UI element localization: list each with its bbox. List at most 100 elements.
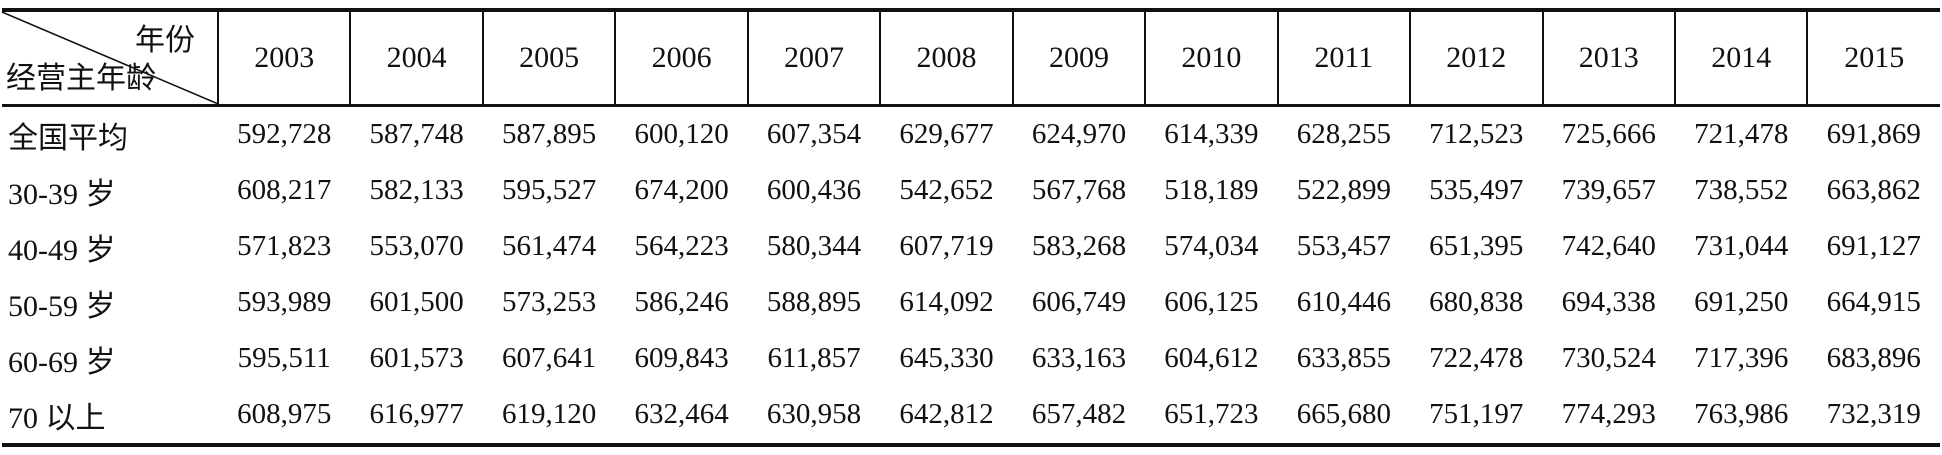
value-cell: 608,975 [237, 398, 332, 431]
value-cell: 691,250 [1694, 286, 1789, 319]
value-cell: 694,338 [1561, 286, 1656, 319]
value-cell: 645,330 [899, 342, 994, 375]
value-cell: 657,482 [1031, 398, 1127, 431]
value-cell: 610,446 [1296, 286, 1391, 319]
value-cell: 595,527 [502, 174, 597, 207]
value-cell: 628,255 [1296, 118, 1391, 151]
row-label: 30-39 岁 [8, 177, 116, 211]
row-label: 全国平均 [8, 121, 128, 155]
year-header: 2014 [1673, 10, 1808, 107]
value-cell: 601,573 [369, 342, 464, 375]
value-cell: 624,970 [1031, 118, 1127, 151]
value-cell: 601,500 [369, 286, 464, 319]
value-cell: 722,478 [1429, 342, 1524, 375]
year-header: 2003 [216, 10, 351, 107]
value-cell: 663,862 [1826, 174, 1921, 207]
row-label: 70 以上 [8, 401, 106, 435]
value-cell: 730,524 [1561, 342, 1656, 375]
diagonal-divider-line [2, 12, 217, 104]
year-header: 2009 [1011, 10, 1146, 107]
year-header: 2012 [1409, 10, 1543, 107]
value-cell: 574,034 [1164, 230, 1259, 263]
year-header: 2004 [349, 10, 483, 107]
year-header: 2006 [614, 10, 748, 107]
value-cell: 665,680 [1296, 398, 1391, 431]
year-header: 2008 [879, 10, 1013, 107]
value-cell: 608,217 [237, 174, 332, 207]
value-cell: 742,640 [1561, 230, 1656, 263]
value-cell: 582,133 [369, 174, 464, 207]
table-row: 50-59 岁 593,989 601,500 573,253 586,246 588,8… [2, 275, 1940, 331]
value-cell: 680,838 [1429, 286, 1524, 319]
year-header: 2010 [1144, 10, 1278, 107]
value-cell: 691,869 [1826, 118, 1921, 151]
table-row: 60-69 岁 595,511 601,573 607,641 609,843 611,8… [2, 331, 1940, 387]
value-cell: 580,344 [766, 230, 862, 263]
value-cell: 725,666 [1561, 118, 1656, 151]
value-cell: 611,857 [767, 342, 861, 375]
value-cell: 751,197 [1429, 398, 1524, 431]
value-cell: 691,127 [1826, 230, 1921, 263]
value-cell: 633,163 [1031, 342, 1127, 375]
value-cell: 604,612 [1164, 342, 1259, 375]
value-cell: 522,899 [1296, 174, 1391, 207]
value-cell: 588,895 [766, 286, 862, 319]
year-header: 2015 [1806, 10, 1940, 107]
value-cell: 616,977 [369, 398, 464, 431]
value-cell: 587,748 [369, 118, 464, 151]
table-row: 30-39 岁 608,217 582,133 595,527 674,200 600,4… [2, 163, 1940, 219]
value-cell: 595,511 [237, 342, 331, 375]
row-label: 60-69 岁 [8, 345, 116, 379]
value-cell: 606,749 [1031, 286, 1127, 319]
value-cell: 619,120 [502, 398, 597, 431]
value-cell: 593,989 [237, 286, 332, 319]
value-cell: 738,552 [1694, 174, 1789, 207]
year-header: 2005 [481, 10, 616, 107]
value-cell: 586,246 [634, 286, 729, 319]
value-cell: 632,464 [634, 398, 729, 431]
value-cell: 561,474 [502, 230, 597, 263]
value-cell: 721,478 [1694, 118, 1789, 151]
table-row: 70 以上 608,975 616,977 619,120 632,464 630,958… [2, 387, 1940, 445]
row-label: 40-49 岁 [8, 233, 116, 267]
table-row: 40-49 岁 571,823 553,070 561,474 564,223 580,3… [2, 219, 1940, 275]
table-header: 年份 经营主年龄 2003 2004 2005 2006 2007 2008 2009 201… [2, 10, 1940, 107]
value-cell: 553,070 [369, 230, 464, 263]
table-body: 全国平均 592,728 587,748 587,895 600,120 607,354 6… [2, 105, 1940, 445]
value-cell: 567,768 [1031, 174, 1127, 207]
value-cell: 614,339 [1164, 118, 1259, 151]
value-cell: 651,723 [1164, 398, 1259, 431]
value-cell: 600,436 [766, 174, 862, 207]
value-cell: 607,354 [766, 118, 862, 151]
row-label: 50-59 岁 [8, 289, 116, 323]
value-cell: 587,895 [502, 118, 597, 151]
value-cell: 571,823 [237, 230, 332, 263]
value-cell: 629,677 [899, 118, 994, 151]
value-cell: 717,396 [1694, 342, 1789, 375]
value-cell: 739,657 [1561, 174, 1656, 207]
value-cell: 712,523 [1429, 118, 1524, 151]
value-cell: 664,915 [1826, 286, 1921, 319]
value-cell: 535,497 [1429, 174, 1524, 207]
value-cell: 607,719 [899, 230, 994, 263]
value-cell: 731,044 [1694, 230, 1789, 263]
header-row: 年份 经营主年龄 2003 2004 2005 2006 2007 2008 2009 201… [2, 10, 1940, 107]
data-table: 年份 经营主年龄 2003 2004 2005 2006 2007 2008 2009 201… [2, 8, 1940, 447]
value-cell: 573,253 [502, 286, 597, 319]
value-cell: 606,125 [1164, 286, 1259, 319]
year-header: 2013 [1541, 10, 1675, 107]
value-cell: 583,268 [1031, 230, 1127, 263]
corner-bottom-label: 经营主年龄 [6, 61, 156, 95]
corner-top-label: 年份 [135, 24, 195, 57]
value-cell: 732,319 [1826, 398, 1921, 431]
table-row: 全国平均 592,728 587,748 587,895 600,120 607,354 6… [2, 105, 1940, 163]
value-cell: 633,855 [1296, 342, 1391, 375]
value-cell: 542,652 [899, 174, 994, 207]
value-cell: 614,092 [899, 286, 994, 319]
value-cell: 600,120 [634, 118, 729, 151]
value-cell: 564,223 [634, 230, 729, 263]
value-cell: 774,293 [1561, 398, 1656, 431]
value-cell: 683,896 [1826, 342, 1921, 375]
year-header: 2011 [1276, 10, 1411, 107]
